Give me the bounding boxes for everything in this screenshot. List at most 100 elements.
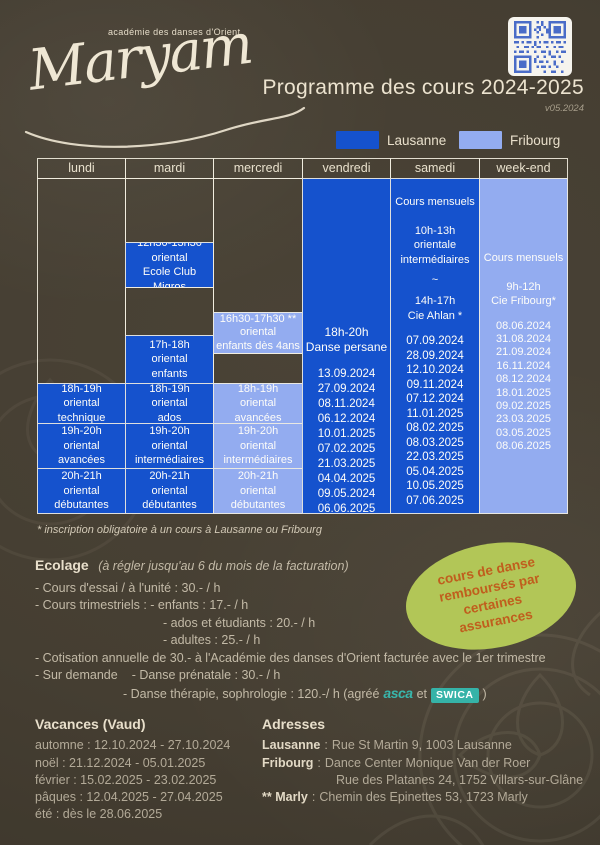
ecolage-line-part: ) xyxy=(482,686,487,701)
address-value: Dance Center Monique Van der Roer xyxy=(324,755,531,770)
legend-swatch-fribourg xyxy=(459,131,502,149)
page-title: Programme des cours 2024-2025 xyxy=(262,76,584,99)
course-cell-mercredi-19h: 19h-20h oriental intermédiaires xyxy=(213,423,303,469)
address-city-label: Fribourg xyxy=(262,755,314,770)
course-line: 19h-20h xyxy=(61,425,102,438)
version-label: v05.2024 xyxy=(544,103,584,114)
schedule-date: 10.01.2025 xyxy=(317,428,376,440)
asca-logo: asca xyxy=(383,684,413,701)
course-line: débutantes xyxy=(142,499,197,512)
vacances-list: automne : 12.10.2024 - 27.10.2024 noël : … xyxy=(35,737,230,823)
ecolage-line: - Cours d'essai / à l'unité : 30.- / h xyxy=(35,580,221,595)
schedule-date: 08.02.2025 xyxy=(406,422,464,434)
course-line: 20h-21h xyxy=(149,470,190,483)
ecolage-line: - Sur demande - Danse prénatale : 30.- / … xyxy=(35,667,580,685)
course-cell-mercredi-20h: 20h-21h oriental débutantes xyxy=(213,468,303,514)
course-line: oriental xyxy=(63,484,100,497)
course-line: intermédiaires xyxy=(134,454,205,467)
course-cell-samedi: Cours mensuels 10h-13h orientale intermédi… xyxy=(390,178,480,514)
schedule-date: 08.12.2024 xyxy=(495,373,552,386)
ecolage-heading: Ecolage xyxy=(35,557,89,573)
course-cell-mardi-19h: 19h-20h oriental intermédiaires xyxy=(125,423,214,469)
swica-logo: SWICA xyxy=(431,687,479,703)
schedule-date: 06.06.2025 xyxy=(317,503,376,514)
legend-label-fribourg: Fribourg xyxy=(510,132,561,148)
day-header-mardi: mardi xyxy=(125,158,214,179)
schedule-date: 08.03.2025 xyxy=(406,436,464,449)
course-cell-mardi-18h: 18h-19h oriental ados xyxy=(125,383,214,424)
course-line: intermédiaires xyxy=(400,253,470,266)
tilde-separator: ~ xyxy=(431,274,439,286)
course-line: oriental xyxy=(151,353,188,366)
ecolage-line: - Cotisation annuelle de 30.- à l'Académ… xyxy=(35,650,546,665)
course-cell-vendredi: 18h-20h Danse persane 13.09.2024 27.09.202… xyxy=(302,178,391,514)
course-cell-lundi-20h: 20h-21h oriental débutantes xyxy=(37,468,126,514)
ecolage-line: - ados et étudiants : 20.- / h xyxy=(163,615,316,630)
adresses-section: Adresses Lausanne: Rue St Martin 9, 1003 … xyxy=(262,716,583,806)
day-header-lundi: lundi xyxy=(37,158,126,179)
course-line: 12h30-13h30 xyxy=(137,242,202,249)
day-header-samedi: samedi xyxy=(390,158,480,179)
date-list: 13.09.2024 27.09.2024 08.11.2024 06.12.2024… xyxy=(303,367,390,514)
adresses-heading: Adresses xyxy=(262,716,326,732)
course-cell-lundi-18h: 18h-19h oriental technique xyxy=(37,383,126,424)
course-line: oriental xyxy=(151,484,188,497)
logo-subtitle: académie des danses d'Orient xyxy=(108,27,241,37)
schedule-date: 07.02.2025 xyxy=(317,443,376,455)
course-line: 18h-19h xyxy=(149,383,190,395)
course-line: Danse persane xyxy=(305,340,388,354)
course-line: oriental xyxy=(239,439,277,452)
ecolage-heading-row: Ecolage (à régler jusqu'au 6 du mois de … xyxy=(35,557,580,576)
address-value: Chemin des Epinettes 53, 1723 Marly xyxy=(319,790,528,805)
course-cell-mercredi-enfants: 16h30-17h30 ** oriental enfants dès 4ans xyxy=(213,312,303,354)
schedule-date: 08.06.2024 xyxy=(495,319,552,332)
schedule-date: 13.09.2024 xyxy=(317,368,376,380)
schedule-table: lundi mardi mercredi vendredi samedi wee… xyxy=(37,158,568,514)
schedule-date: 09.11.2024 xyxy=(406,378,464,391)
course-line: 19h-20h xyxy=(237,425,279,438)
course-line: 18h-20h xyxy=(324,325,369,339)
address-separator: : xyxy=(317,755,321,770)
empty-cell xyxy=(125,287,214,336)
course-line: débutantes xyxy=(54,499,109,512)
vacances-item: automne : 12.10.2024 - 27.10.2024 xyxy=(35,738,231,753)
day-header-mercredi: mercredi xyxy=(213,158,303,179)
course-line: intermédiaires xyxy=(223,454,293,467)
schedule-date: 09.02.2025 xyxy=(495,399,552,412)
schedule-date: 23.03.2025 xyxy=(495,413,552,426)
schedule-date: 09.05.2024 xyxy=(317,488,376,500)
course-line: 14h-17h xyxy=(414,295,456,307)
empty-cell xyxy=(213,178,303,313)
ecolage-note: (à régler jusqu'au 6 du mois de la factu… xyxy=(98,559,349,573)
address-value: Rue des Platanes 24, 1752 Villars-sur-Gl… xyxy=(336,772,584,787)
schedule-date: 12.10.2024 xyxy=(406,364,464,376)
course-title: 9h-12h Cie Fribourg* xyxy=(480,280,567,309)
course-line: 19h-20h xyxy=(149,425,190,438)
course-line: orientale xyxy=(413,239,457,251)
course-line: 18h-19h xyxy=(61,383,102,395)
schedule-date: 06.12.2024 xyxy=(317,413,376,425)
course-line: oriental xyxy=(239,326,277,339)
course-line: enfants xyxy=(151,367,188,380)
ecolage-section: Ecolage (à régler jusqu'au 6 du mois de … xyxy=(35,557,580,704)
schedule-date: 21.09.2024 xyxy=(495,346,552,359)
address-separator: : xyxy=(311,790,316,805)
address-separator: : xyxy=(324,738,328,753)
date-list: 08.06.2024 31.08.2024 21.09.2024 16.11.2024… xyxy=(480,320,567,454)
empty-cell xyxy=(37,178,126,384)
empty-cell xyxy=(213,353,303,384)
vacances-section: Vacances (Vaud) automne : 12.10.2024 - 2… xyxy=(35,716,230,824)
vacances-item: février : 15.02.2025 - 23.02.2025 xyxy=(35,772,217,787)
course-line: 9h-12h xyxy=(506,280,541,293)
course-cell-mardi-20h: 20h-21h oriental débutantes xyxy=(125,468,214,514)
course-line: oriental xyxy=(151,439,188,452)
schedule-date: 22.03.2025 xyxy=(406,451,464,463)
ecolage-line: - Cours trimestriels : - enfants : 17.- … xyxy=(35,598,249,612)
course-line: Cie Ahlan * xyxy=(407,309,463,322)
course-cell-lundi-19h: 19h-20h oriental avancées xyxy=(37,423,126,469)
vacances-item: pâques : 12.04.2025 - 27.04.2025 xyxy=(35,790,223,805)
course-line: 18h-19h xyxy=(237,383,279,395)
schedule-date: 07.09.2024 xyxy=(406,335,464,347)
empty-cell xyxy=(125,178,214,243)
